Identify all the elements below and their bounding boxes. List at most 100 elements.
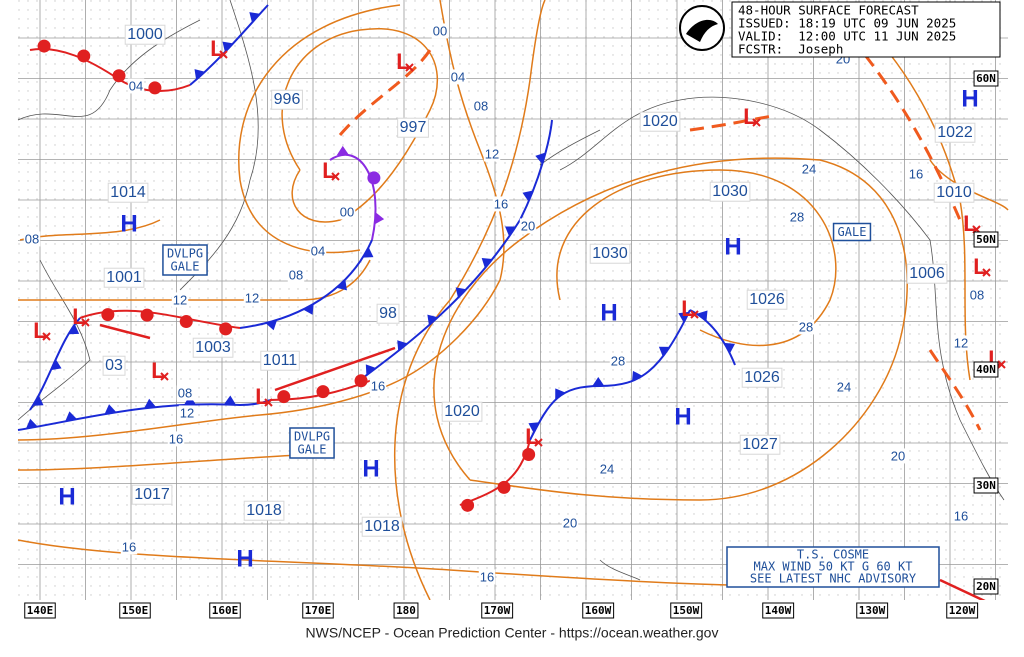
pressure-label: 98 [379, 305, 397, 322]
label-box [309, 243, 327, 259]
pressure-label: 1011 [263, 352, 298, 369]
cold-front [359, 119, 553, 381]
front-triangle [528, 422, 540, 433]
label-box [397, 117, 429, 138]
low-symbol: L [743, 104, 756, 129]
pressure-label: 1030 [592, 245, 628, 262]
pressure-label: 1017 [134, 486, 170, 503]
high-symbol: H [362, 455, 379, 482]
low-track [99, 323, 151, 340]
pressure-label: 1020 [642, 113, 678, 130]
isobar-label: 12 [180, 405, 194, 420]
front-triangle [25, 418, 38, 429]
front-triangle [144, 398, 157, 409]
trough [338, 49, 432, 136]
front-semicircle [367, 171, 381, 185]
front-triangle [555, 388, 566, 400]
pressure-label: 996 [274, 91, 301, 108]
label-box [271, 89, 303, 110]
label-box [120, 539, 138, 555]
pressure-label: 1010 [936, 184, 972, 201]
front-semicircle [179, 315, 193, 329]
label-box [449, 69, 467, 85]
label-box [561, 515, 579, 531]
label-box [741, 367, 783, 388]
front-triangle [427, 314, 438, 326]
pressure-label: 1001 [106, 269, 142, 286]
label-box [243, 500, 285, 521]
label-box [376, 303, 400, 324]
label-box [369, 378, 387, 394]
label-box [243, 290, 261, 306]
isobar-label: 08 [289, 267, 303, 282]
low-center [81, 318, 90, 327]
label-box [907, 166, 925, 182]
labels: 1000 996 997 1014 1001 1003 1011 98 03 1020 1030 10… [18, 23, 1008, 622]
gale-box [832, 222, 872, 242]
front-triangle [535, 152, 546, 165]
front-triangle [194, 69, 206, 80]
label-box [431, 23, 449, 39]
gale-box [289, 427, 335, 459]
front-semicircle [101, 308, 115, 322]
label-box [103, 267, 145, 288]
label-box [788, 209, 806, 225]
front-triangle [365, 364, 377, 376]
label-box [582, 602, 615, 619]
low-symbol: L [255, 384, 268, 409]
label-box [287, 267, 305, 283]
low-symbol: L [963, 211, 976, 236]
isobar-label: 24 [802, 161, 816, 176]
storm-text: SEE LATEST NHC ADVISORY [750, 572, 917, 586]
label-box [23, 231, 41, 247]
gale-text: GALE [838, 225, 867, 239]
gale-text: GALE [298, 443, 327, 457]
low-center [160, 372, 169, 381]
low-track [274, 346, 396, 392]
low-symbol: L [33, 318, 46, 343]
front-triangle [362, 247, 374, 258]
front-triangle [223, 395, 236, 405]
isobar-label: 16 [494, 196, 508, 211]
label-box [856, 602, 889, 619]
low-symbol: L [525, 424, 538, 449]
label-box [889, 448, 907, 464]
pressure-label: 1014 [110, 184, 146, 201]
label-box [441, 401, 483, 422]
pressure-label: 1020 [444, 403, 480, 420]
coastline [559, 96, 1005, 501]
pressure-label: 1018 [246, 502, 282, 519]
label-box [167, 431, 185, 447]
isobar-label: 16 [480, 569, 494, 584]
longitude-label: 170W [484, 604, 511, 617]
front-triangle [481, 257, 493, 269]
label-box [589, 243, 631, 264]
label-box [946, 602, 979, 619]
front-triangle [592, 377, 605, 387]
isobar-label: 20 [891, 448, 905, 463]
low-center [534, 438, 543, 447]
isobar-label: 08 [970, 287, 984, 302]
isobar-label: 24 [600, 461, 614, 476]
front-triangle [104, 404, 117, 415]
front-semicircle [522, 447, 536, 461]
isobar-label: 12 [173, 292, 187, 307]
label-box [338, 204, 356, 220]
pressure-label: 1006 [909, 265, 945, 282]
isobar-label: 12 [245, 290, 259, 305]
low-center [405, 63, 414, 72]
occluded-front [329, 153, 377, 241]
warm-front [79, 309, 241, 329]
label-box [102, 355, 126, 376]
isobar-label: 12 [485, 146, 499, 161]
isobar-label: 08 [25, 231, 39, 246]
label-box [968, 287, 986, 303]
isobar [281, 28, 438, 223]
front-triangle [374, 212, 385, 225]
isobars [17, 0, 1009, 601]
low-symbol: L [681, 296, 694, 321]
trough [928, 349, 982, 431]
label-box [119, 602, 151, 619]
label-box [209, 602, 241, 619]
